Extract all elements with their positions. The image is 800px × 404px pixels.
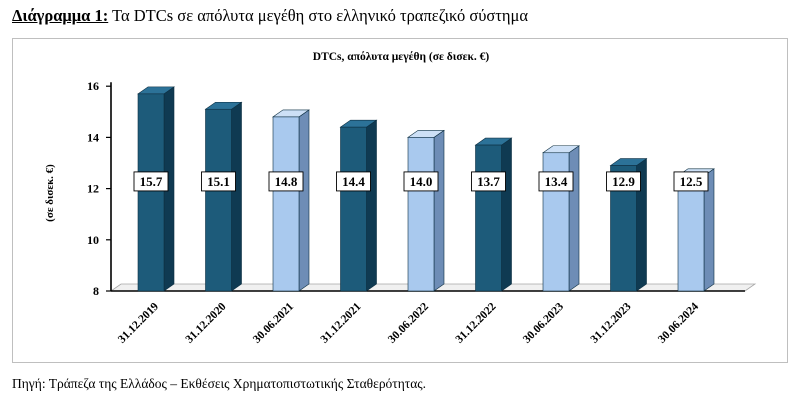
x-tick-label: 30.06.2021 [251, 300, 296, 345]
bar [475, 144, 502, 292]
value-label: 13.4 [545, 174, 568, 189]
value-label-box [133, 171, 169, 192]
bar [677, 175, 705, 292]
bar [407, 137, 435, 292]
chart-title: DTCs, απόλυτα μεγέθη (σε δισεκ. €) [313, 50, 490, 63]
bar-side [298, 109, 310, 292]
x-tick-label: 30.06.2022 [386, 300, 431, 345]
value-label-box [673, 171, 709, 192]
y-tick-label: 12 [87, 182, 99, 196]
value-label-box [268, 171, 304, 192]
bar [137, 93, 165, 292]
value-label-box [606, 171, 641, 192]
value-label-box [336, 171, 371, 192]
value-label: 12.5 [680, 174, 703, 189]
value-label: 14.8 [275, 174, 298, 189]
x-tick-label: 31.12.2022 [454, 300, 499, 345]
y-axis-label: (σε δισεκ. €) [44, 164, 56, 222]
figure-number: Διάγραμμα 1: [12, 6, 109, 25]
value-label-box [471, 171, 506, 192]
figure-heading: Διάγραμμα 1: Τα DTCs σε απόλυτα μεγέθη σ… [12, 6, 528, 26]
y-tick-label: 14 [87, 130, 99, 144]
value-label-box [403, 171, 439, 192]
value-label-box [538, 171, 574, 192]
ticks: 8 10 12 14 16 31.12.2019 31.12.2020 30.06.2021 3… [87, 79, 701, 346]
bar [205, 108, 232, 292]
bar-side [501, 137, 512, 292]
value-label: 14.4 [342, 174, 365, 189]
y-tick-label: 10 [87, 233, 99, 247]
x-tick-label: 31.12.2019 [116, 300, 161, 345]
bar [340, 126, 367, 292]
value-label: 14.0 [410, 174, 433, 189]
x-tick-label: 30.06.2023 [521, 300, 566, 345]
bar-side [231, 101, 242, 292]
chart-panel: DTCs, απόλυτα μεγέθη (σε δισεκ. €) (σε δ… [12, 38, 788, 363]
bar-chart: DTCs, απόλυτα μεγέθη (σε δισεκ. €) (σε δ… [44, 50, 757, 346]
source-note: Πηγή: Τράπεζα της Ελλάδος – Εκθέσεις Χρη… [12, 376, 427, 391]
bar-side [433, 129, 445, 292]
value-label: 15.7 [140, 174, 163, 189]
value-label: 12.9 [612, 174, 635, 189]
y-tick-label: 16 [87, 79, 99, 93]
x-tick-label: 31.12.2021 [319, 300, 364, 345]
x-tick-label: 30.06.2024 [656, 300, 701, 345]
bar-side [366, 119, 377, 292]
bar [272, 116, 300, 292]
value-labels: 15.7 15.1 14.8 14.4 14.0 13.7 13.4 12.9 12.5 [133, 171, 709, 192]
value-label-box [201, 171, 236, 192]
y-tick-label: 8 [93, 284, 99, 298]
x-tick-label: 31.12.2020 [184, 300, 229, 345]
bar-side [568, 145, 580, 292]
bars [137, 86, 715, 292]
x-tick-label: 31.12.2023 [589, 300, 634, 345]
figure-caption: Τα DTCs σε απόλυτα μεγέθη στο ελληνικό τ… [108, 6, 529, 25]
value-label: 15.1 [207, 174, 230, 189]
value-label: 13.7 [477, 174, 500, 189]
